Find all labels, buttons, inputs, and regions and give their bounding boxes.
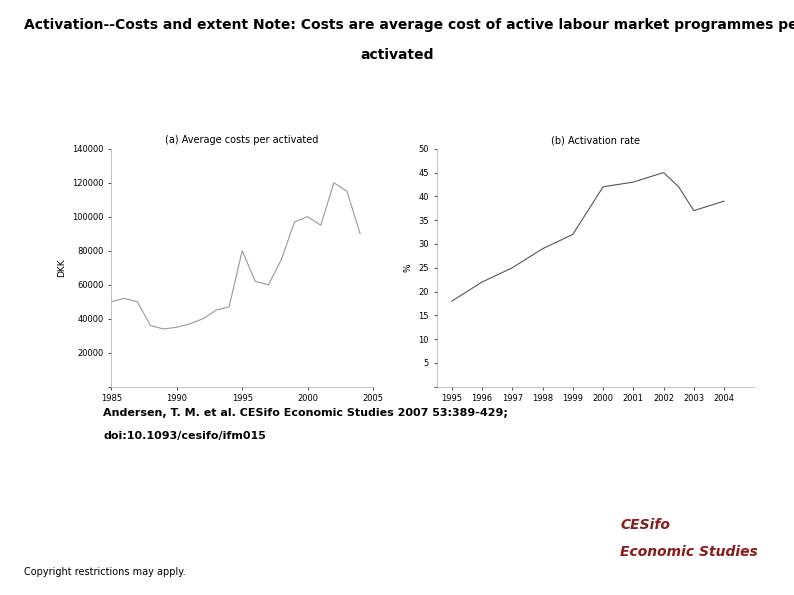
Text: Andersen, T. M. et al. CESifo Economic Studies 2007 53:389-429;: Andersen, T. M. et al. CESifo Economic S…: [103, 408, 508, 418]
Text: doi:10.1093/cesifo/ifm015: doi:10.1093/cesifo/ifm015: [103, 431, 266, 441]
Y-axis label: %: %: [404, 264, 413, 272]
Text: Copyright restrictions may apply.: Copyright restrictions may apply.: [24, 567, 186, 577]
Text: Activation--Costs and extent Note: Costs are average cost of active labour marke: Activation--Costs and extent Note: Costs…: [24, 18, 794, 32]
Text: Economic Studies: Economic Studies: [620, 544, 757, 559]
Title: (a) Average costs per activated: (a) Average costs per activated: [165, 135, 319, 145]
Text: activated: activated: [360, 48, 434, 62]
Text: CESifo: CESifo: [620, 518, 670, 533]
Title: (b) Activation rate: (b) Activation rate: [551, 135, 640, 145]
Y-axis label: DKK: DKK: [57, 258, 67, 277]
